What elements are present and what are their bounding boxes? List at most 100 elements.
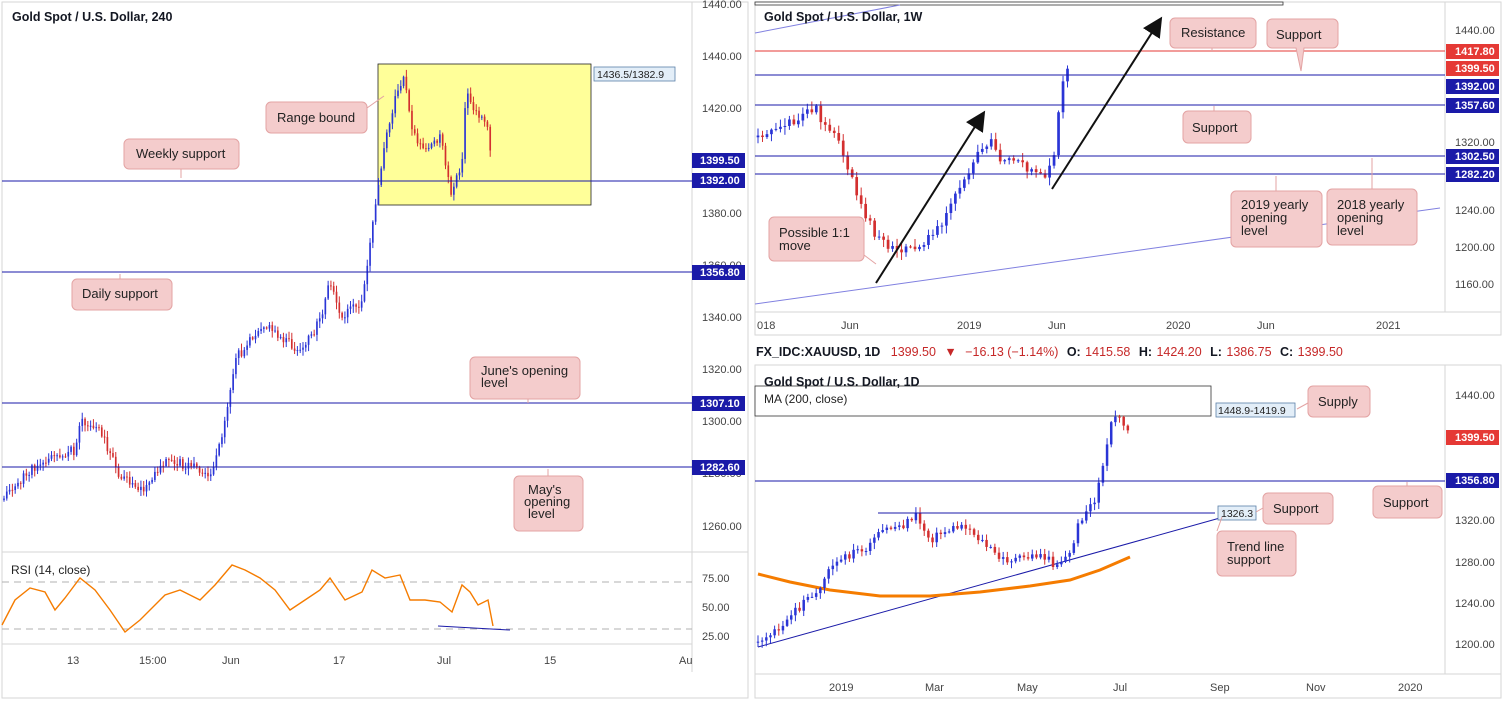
candle-body — [154, 471, 156, 480]
svg-text:Possible 1:1: Possible 1:1 — [779, 225, 850, 240]
candle-body — [964, 524, 968, 529]
ytick: 1380.00 — [702, 208, 742, 220]
xtick: May — [1017, 682, 1038, 694]
candle-body — [873, 220, 876, 237]
candle-body — [374, 204, 377, 222]
candle-body — [8, 489, 11, 492]
rsi-title: RSI (14, close) — [11, 563, 90, 577]
candle-body — [439, 134, 441, 143]
note-resistance: Resistance — [1169, 17, 1257, 52]
xtick: 13 — [67, 655, 79, 667]
candle-body — [120, 476, 123, 479]
candle-body — [898, 525, 901, 527]
trendline-1w-top — [754, 4, 901, 34]
price-badge — [1446, 44, 1499, 59]
candle-body — [321, 314, 324, 319]
xtick: Nov — [1306, 682, 1326, 694]
candle-body — [19, 482, 22, 484]
svg-text:June's opening: June's opening — [481, 363, 568, 378]
title-1w: Gold Spot / U.S. Dollar, 1W — [764, 10, 923, 24]
note-june-opening: June's opening level — [469, 356, 581, 403]
candle-body — [450, 177, 452, 195]
candle-body — [1018, 555, 1022, 558]
candle-body — [852, 549, 855, 559]
last-price: 1399.50 — [891, 345, 936, 359]
candle-body — [397, 90, 399, 97]
candle-body — [193, 463, 195, 467]
title-1d: Gold Spot / U.S. Dollar, 1D — [764, 375, 920, 389]
ma-legend: MA (200, close) — [764, 392, 847, 406]
candle-body — [486, 121, 489, 127]
candle-body — [483, 116, 486, 122]
candle-body — [195, 463, 198, 468]
svg-text:Daily support: Daily support — [82, 286, 158, 301]
candle-body — [777, 629, 781, 631]
candle-body — [307, 335, 310, 345]
candle-body — [310, 334, 313, 336]
candle-body — [145, 485, 148, 492]
candle-body — [828, 124, 832, 131]
candle-body — [962, 179, 966, 188]
candle-body — [472, 102, 475, 111]
candle-body — [349, 306, 352, 309]
price-badge-text: 1282.60 — [700, 462, 740, 474]
candle-body — [904, 246, 908, 253]
candle-body — [114, 456, 117, 467]
candle-body — [75, 442, 78, 456]
candle-body — [11, 489, 14, 491]
candle-body — [243, 349, 246, 357]
price-badge — [1446, 79, 1499, 94]
close-label: C: — [1280, 345, 1293, 359]
candle-body — [927, 530, 930, 538]
candle-body — [316, 321, 318, 335]
candle-body — [391, 113, 394, 124]
candle-body — [1039, 172, 1042, 174]
candle-body — [92, 425, 95, 428]
candle-body — [895, 246, 899, 250]
candle-body — [1072, 543, 1076, 553]
candle-body — [770, 129, 773, 135]
candle-body — [885, 527, 889, 531]
candle-body — [827, 569, 830, 579]
price-badge-text: 1399.50 — [700, 155, 740, 167]
candle-body — [151, 479, 153, 483]
candle-body — [994, 139, 998, 150]
candle-body — [1114, 416, 1117, 423]
candle-body — [1085, 511, 1088, 521]
candle-body — [922, 523, 926, 531]
price-badge — [692, 396, 745, 411]
candle-body — [943, 532, 947, 535]
low-value: 1386.75 — [1226, 345, 1271, 359]
candle-body — [299, 349, 302, 351]
trend-label-box — [1217, 505, 1257, 521]
candle-body — [779, 126, 782, 129]
candle-body — [1039, 554, 1042, 558]
candles-1d — [756, 410, 1130, 648]
candle-body — [810, 596, 814, 598]
candle-body — [839, 559, 843, 562]
candle-body — [756, 135, 760, 138]
candle-body — [1025, 162, 1029, 172]
candle-body — [288, 338, 290, 340]
svg-text:Supply: Supply — [1318, 394, 1358, 409]
price-badge-text: 1392.00 — [1455, 81, 1495, 93]
candle-body — [971, 162, 975, 174]
candle-body — [170, 459, 173, 461]
price-badge-text: 1307.10 — [700, 398, 740, 410]
candle-body — [302, 347, 304, 350]
note-support-top: Support — [1266, 18, 1339, 72]
candle-body — [84, 418, 86, 426]
candle-body — [868, 218, 872, 221]
candle-body — [798, 607, 801, 611]
candle-body — [997, 552, 1001, 559]
candle-body — [271, 325, 274, 332]
candle-body — [190, 462, 193, 467]
candle-body — [939, 532, 943, 535]
candle-body — [246, 345, 248, 350]
candle-body — [761, 135, 764, 138]
candle-body — [25, 473, 28, 476]
xtick: Jul — [1113, 682, 1127, 694]
candle-body — [265, 327, 268, 329]
candle-body — [475, 110, 478, 112]
rsi-tick: 25.00 — [702, 631, 730, 643]
